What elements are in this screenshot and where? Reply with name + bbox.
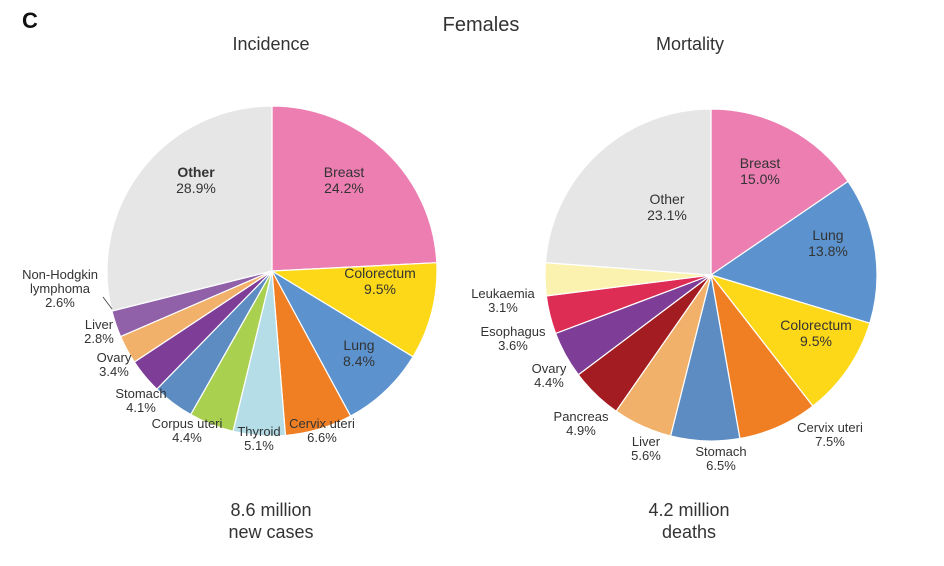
incidence-slice-breast <box>271 105 438 272</box>
incidence-label-cervix-uteri-value: 6.6% <box>307 430 337 445</box>
mortality-label-liver-value: 5.6% <box>631 448 661 463</box>
mortality-label-lung-name: Lung <box>812 227 843 243</box>
incidence-label-thyroid-name: Thyroid <box>237 424 280 439</box>
mortality-label-stomach-value: 6.5% <box>706 458 736 473</box>
incidence-label-colorectum-value: 9.5% <box>364 281 396 297</box>
mortality-total-line1: 4.2 million <box>648 500 729 520</box>
incidence-label-non-hodgkin-lymphoma-value: 2.6% <box>45 295 75 310</box>
incidence-slice-lung <box>270 269 414 417</box>
incidence-label-ovary-value: 3.4% <box>99 364 129 379</box>
incidence-label-stomach-value: 4.1% <box>126 400 156 415</box>
incidence-label-ovary-name: Ovary <box>97 350 132 365</box>
incidence-label-breast-value: 24.2% <box>324 180 364 196</box>
mortality-label-leukaemia-name: Leukaemia <box>471 286 535 301</box>
mortality-slice-lung <box>709 180 878 324</box>
mortality-label-cervix-uteri-value: 7.5% <box>815 434 845 449</box>
mortality-label-pancreas-value: 4.9% <box>566 423 596 438</box>
incidence-label-stomach-name: Stomach <box>115 386 166 401</box>
mortality-label-breast-name: Breast <box>740 155 781 171</box>
figure-title: Females <box>443 14 520 36</box>
mortality-label-colorectum-name: Colorectum <box>780 317 852 333</box>
incidence-chart-title: Incidence <box>232 34 309 54</box>
incidence-label-other-name: Other <box>177 164 215 180</box>
mortality-total-line2: deaths <box>662 522 716 542</box>
incidence-label-thyroid-value: 5.1% <box>244 438 274 453</box>
panel-letter: C <box>22 8 38 33</box>
mortality-slice-breast <box>710 108 849 277</box>
incidence-label-liver-value: 2.8% <box>84 331 114 346</box>
mortality-label-cervix-uteri-name: Cervix uteri <box>797 420 863 435</box>
mortality-label-other-value: 23.1% <box>647 207 687 223</box>
mortality-label-breast-value: 15.0% <box>740 171 780 187</box>
mortality-label-leukaemia-value: 3.1% <box>488 300 518 315</box>
mortality-label-ovary-name: Ovary <box>532 361 567 376</box>
incidence-slice-colorectum <box>270 262 438 358</box>
mortality-label-ovary-value: 4.4% <box>534 375 564 390</box>
incidence-leader-line <box>102 296 113 310</box>
mortality-label-other-name: Other <box>649 191 684 207</box>
mortality-label-stomach-name: Stomach <box>695 444 746 459</box>
incidence-label-other-value: 28.9% <box>176 180 216 196</box>
mortality-label-esophagus-name: Esophagus <box>480 324 546 339</box>
incidence-label-breast-name: Breast <box>324 164 365 180</box>
mortality-label-lung-value: 13.8% <box>808 243 848 259</box>
incidence-slice-other <box>106 105 273 312</box>
incidence-label-corpus-uteri-name: Corpus uteri <box>152 416 223 431</box>
incidence-label-cervix-uteri-name: Cervix uteri <box>289 416 355 431</box>
incidence-label-liver-name: Liver <box>85 317 114 332</box>
mortality-label-liver-name: Liver <box>632 434 661 449</box>
mortality-label-pancreas-name: Pancreas <box>554 409 609 424</box>
incidence-label-lung-name: Lung <box>343 337 374 353</box>
mortality-slice-other <box>544 108 712 276</box>
mortality-label-colorectum-value: 9.5% <box>800 333 832 349</box>
incidence-label-corpus-uteri-value: 4.4% <box>172 430 202 445</box>
incidence-label-lung-value: 8.4% <box>343 353 375 369</box>
incidence-label-non-hodgkin-lymphoma-name: lymphoma <box>30 281 91 296</box>
incidence-total-line1: 8.6 million <box>230 500 311 520</box>
incidence-label-non-hodgkin-lymphoma-name: Non-Hodgkin <box>22 267 98 282</box>
mortality-label-esophagus-value: 3.6% <box>498 338 528 353</box>
incidence-total-line2: new cases <box>228 522 313 542</box>
mortality-slice-colorectum <box>709 273 871 407</box>
mortality-chart-title: Mortality <box>656 34 724 54</box>
incidence-label-colorectum-name: Colorectum <box>344 265 416 281</box>
